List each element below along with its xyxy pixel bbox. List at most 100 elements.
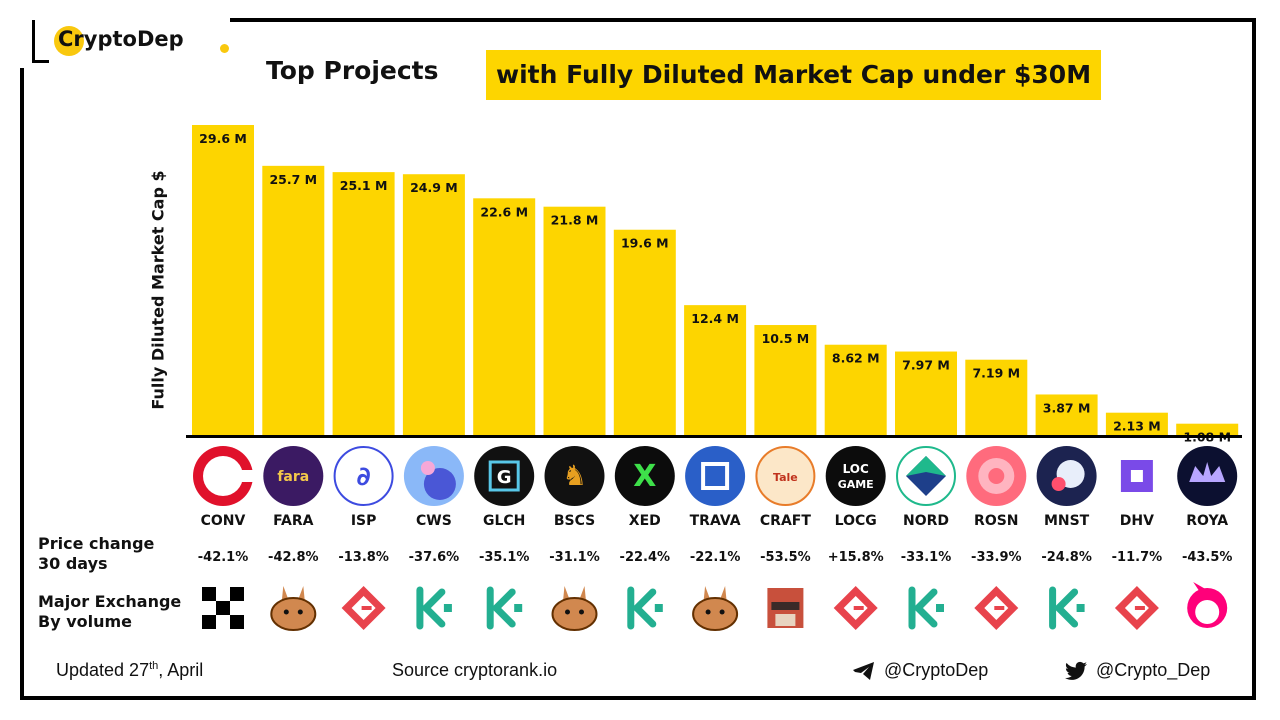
bar-locg [824, 344, 887, 435]
logo-bracket [32, 20, 49, 63]
locg-icon: LOC GAME [825, 446, 886, 506]
logo-dot-icon [54, 26, 84, 56]
data-label-mnst: 3.87 M [1043, 400, 1091, 415]
pancakeswap-icon [270, 586, 317, 631]
data-label-xed: 19.6 M [621, 236, 669, 251]
price-change-bscs: -31.1% [549, 550, 600, 565]
brand-name: CryptoDep [58, 27, 184, 51]
token-symbol-isp: ISP [351, 513, 377, 529]
bar-cws [402, 174, 465, 436]
bar-fara [262, 165, 325, 435]
fara-icon: fara [263, 446, 324, 506]
pancakeswap-icon [551, 586, 598, 631]
token-symbol-nord: NORD [903, 513, 949, 529]
updated-suffix: , April [158, 660, 204, 680]
pancakeswap-icon [692, 586, 739, 631]
svg-text:♞: ♞ [562, 459, 587, 492]
twitter-handle[interactable]: @Crypto_Dep [1096, 660, 1211, 680]
price-change-glch: -35.1% [479, 550, 530, 565]
title-part2: with Fully Diluted Market Cap under $30M [486, 50, 1102, 100]
svg-text:Tale: Tale [773, 471, 798, 484]
telegram-handle[interactable]: @CryptoDep [884, 660, 989, 680]
data-label-glch: 22.6 M [480, 204, 528, 219]
gate-io-icon [833, 586, 878, 630]
bar-isp [332, 172, 395, 436]
kucoin-icon [627, 586, 663, 630]
conv-icon [193, 446, 255, 506]
kucoin-icon [486, 586, 523, 630]
bar-mnst [1035, 394, 1098, 435]
price-change-roya: -43.5% [1182, 550, 1233, 565]
data-label-isp: 25.1 M [340, 178, 388, 193]
gate-io-icon [1114, 586, 1159, 630]
data-label-rosn: 7.19 M [972, 366, 1020, 381]
svg-text:∂: ∂ [357, 462, 371, 492]
okx-icon [202, 587, 244, 629]
exchange-label-line2: By volume [38, 612, 133, 631]
price-change-label-line1: Price change [38, 534, 155, 553]
price-change-label-line2: 30 days [38, 554, 108, 573]
exchange-row-label: Major Exchange By volume [38, 592, 181, 632]
data-label-locg: 8.62 M [832, 351, 880, 366]
price-change-trava: -22.1% [690, 550, 741, 565]
mnst-icon [1036, 446, 1097, 506]
token-symbol-fara: FARA [273, 513, 314, 529]
price-change-nord: -33.1% [901, 550, 952, 565]
token-symbol-bscs: BSCS [554, 513, 595, 529]
svg-text:GAME: GAME [838, 478, 874, 491]
bar-glch [473, 198, 536, 435]
chart-frame [20, 18, 1256, 700]
token-symbol-roya: ROYA [1186, 513, 1228, 529]
title-part1: Top Projects [266, 56, 439, 85]
gate-io-icon [974, 586, 1019, 630]
data-label-nord: 7.97 M [902, 358, 950, 373]
bar-trava [684, 305, 747, 435]
svg-text:LOC: LOC [843, 462, 869, 476]
data-label-conv: 29.6 M [199, 131, 247, 146]
roya-icon [1177, 446, 1238, 506]
logo-backdrop [16, 10, 230, 68]
bar-conv [192, 125, 254, 435]
token-symbol-trava: TRAVA [690, 513, 741, 529]
craft-icon: Tale [755, 446, 816, 506]
price-change-conv: -42.1% [198, 550, 249, 565]
kucoin-icon [416, 586, 452, 630]
bar-bscs [543, 206, 606, 435]
data-label-craft: 10.5 M [762, 331, 810, 346]
bar-roya [1176, 423, 1239, 435]
updated-sup: th [149, 660, 159, 672]
mdex-icon [767, 588, 804, 628]
token-symbol-cws: CWS [416, 513, 452, 529]
svg-text:fara: fara [277, 469, 309, 485]
logo-small-dot-icon [220, 44, 229, 53]
xed-icon: X [614, 446, 675, 506]
bar-rosn [965, 359, 1028, 435]
bar-dhv [1105, 412, 1168, 435]
isp-icon: ∂ [333, 446, 394, 506]
gate-io-icon [341, 586, 386, 630]
price-change-fara: -42.8% [268, 550, 319, 565]
data-label-cws: 24.9 M [410, 180, 458, 195]
exchange-label-line1: Major Exchange [38, 592, 182, 611]
updated-prefix: Updated 27 [56, 660, 150, 680]
price-change-isp: -13.8% [338, 550, 389, 565]
telegram-icon [853, 662, 874, 680]
rosn-icon [966, 446, 1027, 506]
price-change-craft: -53.5% [760, 550, 811, 565]
token-symbol-mnst: MNST [1044, 513, 1090, 529]
price-change-rosn: -33.9% [971, 550, 1022, 565]
token-symbol-dhv: DHV [1120, 513, 1154, 529]
kucoin-icon [908, 586, 944, 630]
bar-nord [895, 351, 957, 435]
kucoin-icon [1049, 586, 1085, 630]
svg-text:G: G [497, 467, 512, 488]
price-change-row-label: Price change 30 days [38, 534, 154, 574]
price-change-locg: +15.8% [828, 550, 884, 565]
price-change-xed: -22.4% [620, 550, 671, 565]
trava-icon [685, 446, 746, 506]
nord-icon [896, 446, 956, 506]
data-label-trava: 12.4 M [691, 311, 739, 326]
price-change-dhv: -11.7% [1112, 550, 1163, 565]
token-symbol-glch: GLCH [483, 513, 525, 529]
